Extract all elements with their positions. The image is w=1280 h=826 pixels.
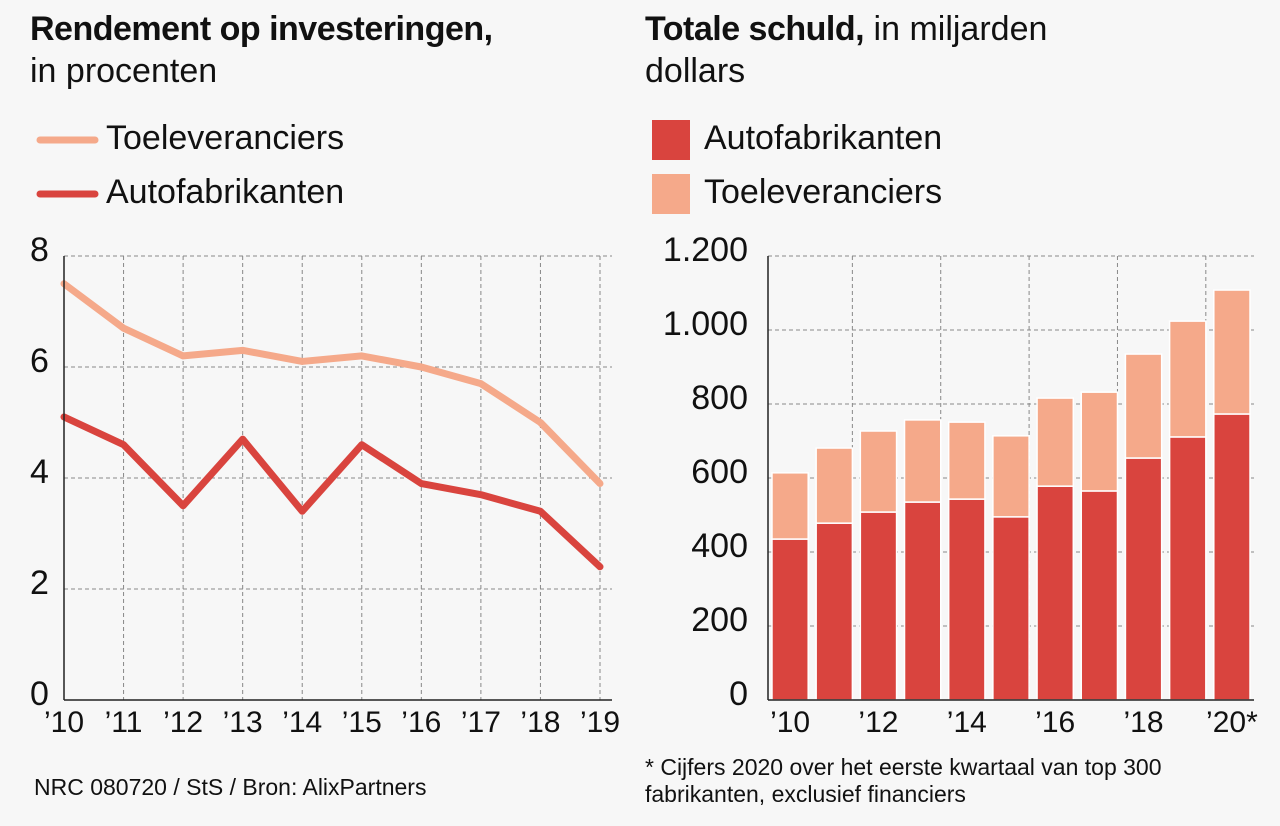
line-series [60,280,604,488]
y-tick-label: 600 [691,453,748,491]
x-tick-label: ’17 [461,706,501,739]
x-tick-label: ’12 [858,706,898,739]
bar-segment [992,435,1030,518]
y-tick-label: 0 [729,675,748,713]
y-tick-label: 6 [30,342,49,380]
bar-segment [1036,397,1075,487]
legend-symbol [652,174,690,214]
y-tick-label: 1.000 [663,305,748,343]
chart-subtitle: in miljarden dollars [645,10,1048,90]
x-tick-label: ’15 [342,706,382,739]
bar-segment [1124,353,1163,459]
left-header: Rendement op investeringen, in procenten [30,8,630,92]
legend-label: Toeleveranciers [106,119,344,157]
y-tick-label: 400 [691,527,748,565]
bar-segment [1080,391,1119,492]
x-tick-label: ’18 [520,706,560,739]
bar-segment [859,511,898,701]
y-tick-label: 0 [30,675,49,713]
bar-segment [859,430,898,513]
bar-segment [1036,485,1075,701]
bar-segment [903,501,942,701]
legend-symbol [652,120,690,160]
x-tick-label: ’16 [401,706,441,739]
bar-segment [903,419,942,503]
x-tick-label: ’11 [105,706,143,739]
x-tick-label: ’16 [1035,706,1075,739]
y-tick-label: 200 [691,601,748,639]
bar-segment [947,498,986,701]
y-tick-label: 8 [30,231,49,269]
legend-label: Autofabrikanten [704,119,942,157]
footnote: * Cijfers 2020 over het eerste kwartaal … [645,754,1162,807]
bar-segment [1124,457,1163,701]
bar-segment [1168,320,1207,438]
chart-subtitle: in procenten [30,52,218,90]
bar-segment [815,522,854,701]
line-series [60,413,604,571]
x-tick-label: ’14 [282,706,322,739]
x-tick-label: ’10 [44,706,84,739]
x-tick-label: ’19 [580,706,620,739]
x-tick-label: ’12 [163,706,203,739]
bar-segment [815,447,854,524]
x-tick-label: ’10 [770,706,810,739]
bar-segment [947,421,986,500]
bar-segment [1213,413,1251,701]
legend-label: Autofabrikanten [106,173,344,211]
y-tick-label: 4 [30,453,49,491]
y-tick-label: 800 [691,379,748,417]
bar-segment [1168,436,1207,701]
bar-segment [1213,289,1251,415]
bar-segment [771,472,809,540]
bar-segment [992,516,1030,701]
x-tick-label: ’13 [223,706,263,739]
x-tick-label: ’18 [1124,706,1164,739]
bar-segment [771,538,809,701]
bar-segment [1080,490,1119,701]
x-tick-label: ’14 [947,706,987,739]
y-tick-label: 2 [30,564,49,602]
x-tick-label: ’20* [1206,706,1258,739]
source: NRC 080720 / StS / Bron: AlixPartners [34,774,427,800]
legend-label: Toeleveranciers [704,173,942,211]
y-tick-label: 1.200 [663,231,748,269]
chart-title: Rendement op investeringen, [30,10,493,48]
chart-title: Totale schuld, [645,10,865,48]
right-header: Totale schuld, in miljarden dollars [645,8,1145,92]
